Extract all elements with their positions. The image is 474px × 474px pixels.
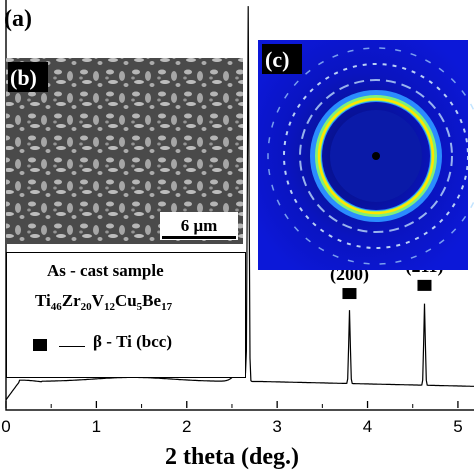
legend-box: As - cast sample Ti46Zr20V12Cu5Be17 β - …	[6, 252, 246, 378]
legend-composition: Ti46Zr20V12Cu5Be17	[35, 291, 172, 313]
panel-b-label: (b)	[10, 65, 37, 90]
legend-line-dash	[59, 346, 85, 347]
composition-subscript-v: 12	[103, 301, 115, 313]
legend-sample-label: As - cast sample	[47, 261, 164, 280]
composition-subscript-be: 17	[161, 301, 173, 313]
x-tick-label: 1	[92, 417, 101, 436]
x-tick-label: 5	[453, 417, 462, 436]
panel-c-label: (c)	[265, 47, 289, 72]
x-tick-label: 0	[1, 417, 10, 436]
composition-element-ti: Ti	[35, 291, 51, 310]
composition-subscript-cu: 5	[136, 301, 143, 313]
composition-element-be: Be	[142, 291, 162, 310]
composition-element-zr: Zr	[61, 291, 81, 310]
scale-bar-label: 6 μm	[181, 216, 218, 235]
composition-subscript-zr: 20	[80, 301, 92, 313]
panel-a-label: (a)	[4, 6, 32, 32]
peak-marker-square	[342, 288, 357, 300]
composition-element-cu: Cu	[114, 291, 137, 310]
x-tick-label: 2	[182, 417, 191, 436]
x-axis-ticks: 0 1 2 3 4 5	[1, 401, 463, 436]
scale-bar-box	[160, 212, 238, 240]
composition-element-v: V	[91, 291, 104, 310]
composition-subscript-ti: 46	[50, 301, 62, 313]
x-tick-label: 4	[363, 417, 372, 436]
diffraction-pattern-panel: (c)	[258, 40, 474, 270]
x-tick-label: 3	[272, 417, 281, 436]
sem-image-panel: (b) 6 μm	[6, 58, 243, 244]
peak-marker-square	[417, 279, 432, 291]
legend-marker-square	[33, 339, 47, 351]
legend-phase-label: β - Ti (bcc)	[93, 332, 172, 351]
x-axis-label: 2 theta (deg.)	[165, 444, 299, 470]
